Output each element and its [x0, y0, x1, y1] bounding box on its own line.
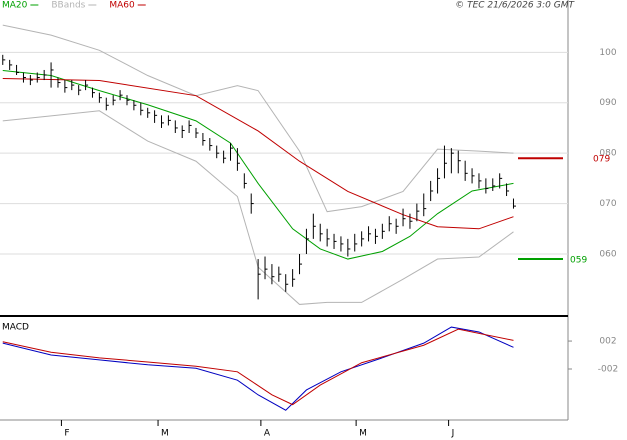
y-tick-label: 060 [599, 250, 616, 260]
x-tick-label: M [359, 429, 367, 439]
x-tick-label: F [64, 429, 69, 439]
ma-line [2, 69, 514, 260]
y-tick-label: 070 [599, 199, 616, 209]
band-upper [2, 24, 514, 213]
y-tick-label: 002 [599, 337, 616, 347]
macd-line [2, 326, 514, 411]
level-label: 059 [570, 256, 587, 266]
band-lower [2, 110, 514, 305]
y-tick-label: 100 [599, 48, 616, 58]
y-tick-label: -002 [598, 365, 618, 375]
y-tick-label: 090 [599, 98, 616, 108]
copyright: © TEC 21/6/2026 3:0 GMT [455, 1, 575, 11]
x-tick-label: J [451, 429, 455, 439]
x-tick-label: M [161, 429, 169, 439]
y-tick-label: 080 [599, 149, 616, 159]
legend-label: MA20 [2, 1, 28, 11]
legend-label: BBands [51, 1, 85, 11]
legend-label: MA60 [109, 1, 135, 11]
ma-line [2, 78, 514, 230]
macd-line [2, 328, 514, 406]
x-tick-label: A [264, 429, 271, 439]
level-label: 079 [593, 155, 610, 165]
panel-title: MACD [2, 323, 29, 333]
